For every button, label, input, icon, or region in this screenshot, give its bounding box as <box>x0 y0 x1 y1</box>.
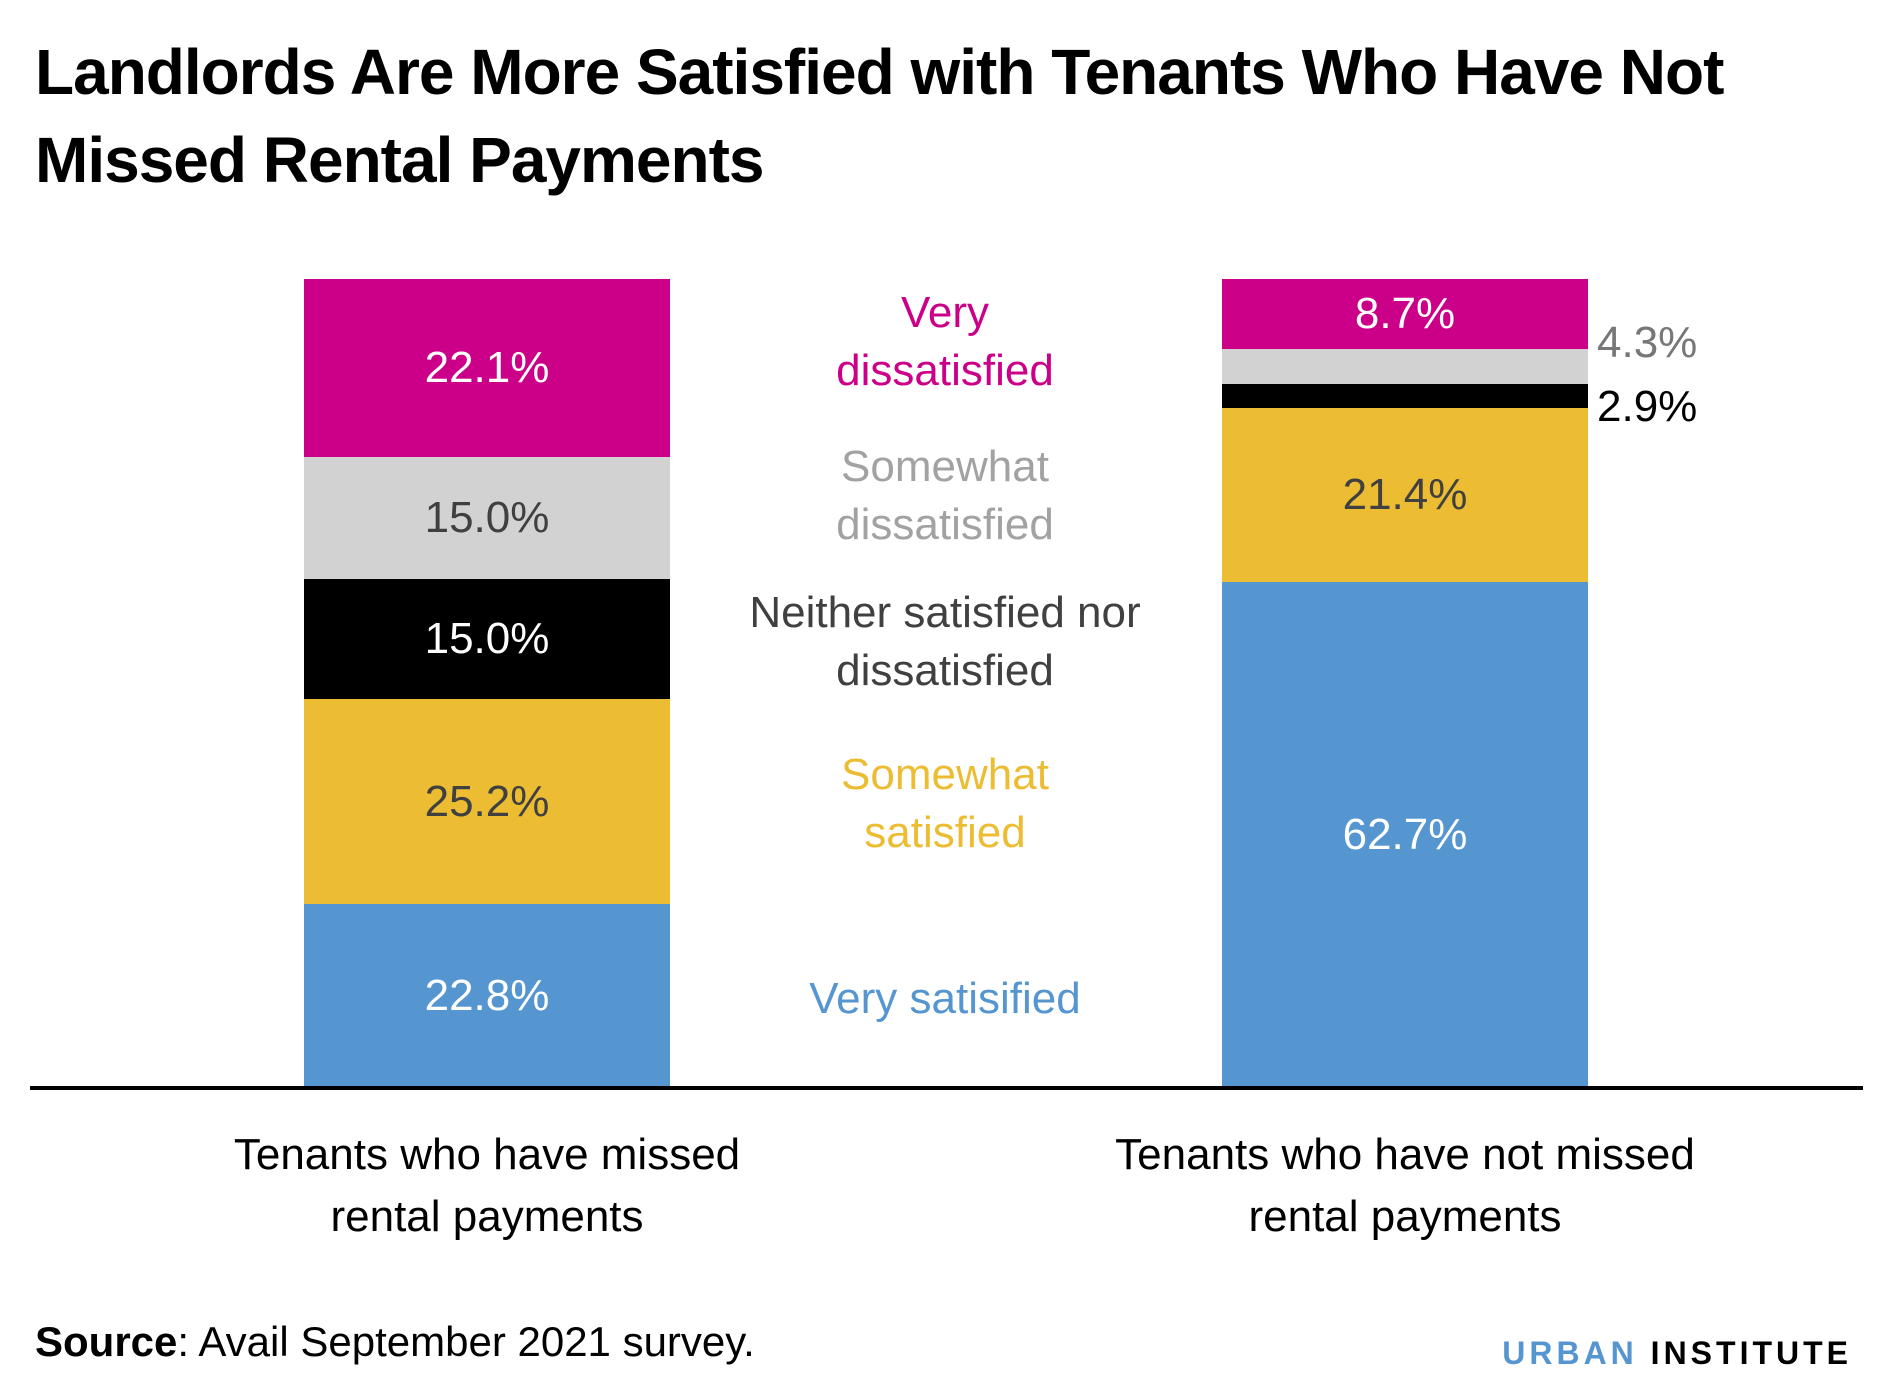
segment-very-dissatisfied: 22.1% <box>304 279 670 457</box>
source-note: Source: Avail September 2021 survey. <box>35 1318 755 1366</box>
x-axis-line <box>30 1086 1863 1090</box>
segment-neither: 15.0% <box>304 579 670 699</box>
value-label-outside: 2.9% <box>1597 382 1698 431</box>
segment-somewhat-dissatisfied: 15.0% <box>304 457 670 579</box>
segment-somewhat-satisfied: 25.2% <box>304 699 670 904</box>
value-label: 25.2% <box>424 776 550 826</box>
bar-not-missed-payments: 8.7% 21.4% 62.7% <box>1222 279 1588 1087</box>
segment-very-satisfied: 22.8% <box>304 904 670 1087</box>
legend-somewhat-satisfied: Somewhat satisfied <box>841 750 1049 857</box>
source-label: Source <box>35 1318 178 1365</box>
value-label: 22.8% <box>424 970 550 1020</box>
segment-neither <box>1222 384 1588 408</box>
category-label-not-missed: Tenants who have not missed rental payme… <box>1115 1130 1695 1241</box>
segment-somewhat-satisfied: 21.4% <box>1222 408 1588 582</box>
source-text: : Avail September 2021 survey. <box>177 1318 755 1365</box>
chart-title: Landlords Are More Satisfied with Tenant… <box>35 36 1724 196</box>
brand-urban: URBAN <box>1502 1335 1638 1371</box>
value-label: 8.7% <box>1354 289 1456 338</box>
segment-somewhat-dissatisfied <box>1222 349 1588 384</box>
brand-logo: URBAN INSTITUTE <box>1502 1335 1852 1372</box>
category-label-missed: Tenants who have missed rental payments <box>233 1130 741 1241</box>
legend-very-satisfied: Very satisified <box>809 974 1081 1023</box>
value-label: 62.7% <box>1342 809 1468 859</box>
segment-very-satisfied: 62.7% <box>1222 582 1588 1087</box>
value-label: 22.1% <box>424 343 550 392</box>
legend-somewhat-dissatisfied: Somewhat dissatisfied <box>836 442 1054 549</box>
value-label-outside: 4.3% <box>1597 318 1698 367</box>
bar-missed-payments: 22.1% 15.0% 15.0% 25.2% 22.8% <box>304 279 670 1087</box>
segment-very-dissatisfied: 8.7% <box>1222 279 1588 349</box>
legend-neither: Neither satisfied nor dissatisfied <box>749 588 1141 695</box>
value-label: 15.0% <box>424 493 550 542</box>
value-label: 21.4% <box>1342 470 1468 519</box>
value-label: 15.0% <box>424 614 550 663</box>
legend-very-dissatisfied: Very dissatisfied <box>836 288 1054 395</box>
brand-institute: INSTITUTE <box>1650 1335 1852 1371</box>
